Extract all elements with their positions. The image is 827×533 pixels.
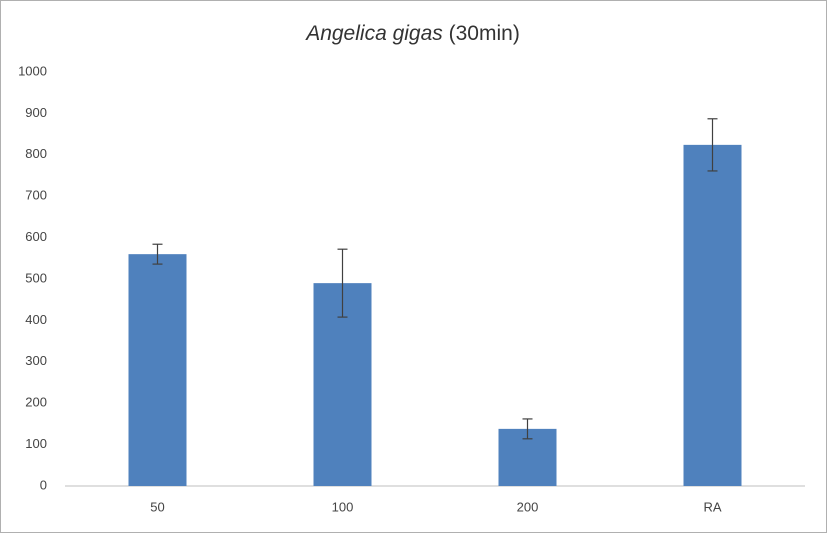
y-tick-label: 600: [25, 229, 47, 244]
bar: [128, 254, 187, 486]
y-tick-label: 800: [25, 146, 47, 161]
x-tick-label: 100: [332, 499, 354, 514]
error-bar: [337, 248, 348, 318]
error-bar: [152, 243, 163, 265]
error-bar: [522, 418, 533, 440]
y-tick-label: 0: [40, 477, 47, 492]
y-tick-label: 100: [25, 436, 47, 451]
y-tick-label: 500: [25, 270, 47, 285]
y-tick-label: 200: [25, 395, 47, 410]
error-bar: [707, 118, 718, 172]
y-tick-label: 700: [25, 188, 47, 203]
title-rest: (30min): [449, 22, 520, 45]
title-italic: Angelica gigas: [304, 22, 443, 45]
x-tick-label: 200: [517, 499, 539, 514]
y-tick-label: 300: [25, 353, 47, 368]
chart-title: Angelica gigas (30min): [304, 22, 520, 45]
x-tick-label: RA: [703, 499, 721, 514]
y-tick-label: 1000: [18, 63, 47, 78]
x-tick-label: 50: [150, 499, 164, 514]
bar: [683, 144, 742, 486]
y-tick-label: 900: [25, 105, 47, 120]
y-tick-label: 400: [25, 312, 47, 327]
